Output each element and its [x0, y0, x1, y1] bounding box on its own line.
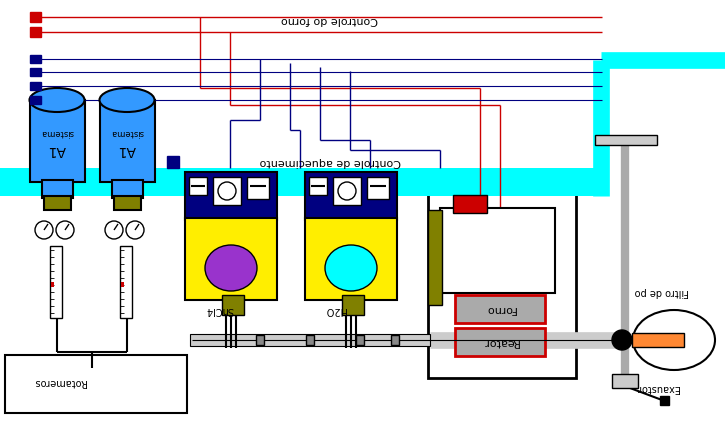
Bar [185, 172, 277, 220]
Circle shape [126, 221, 144, 239]
Bar [309, 177, 327, 195]
Bar [595, 135, 657, 145]
Text: Exaustor: Exaustor [637, 383, 679, 393]
Bar [256, 335, 264, 345]
Bar [305, 218, 397, 300]
Text: Forno: Forno [484, 304, 515, 314]
Bar [305, 172, 397, 220]
Bar [44, 196, 71, 210]
Bar [51, 282, 54, 287]
Circle shape [56, 221, 74, 239]
Ellipse shape [99, 88, 154, 112]
Bar [612, 374, 638, 388]
Bar [453, 195, 487, 213]
Bar [190, 334, 430, 346]
Bar [30, 12, 41, 22]
Bar [42, 180, 73, 198]
Bar [213, 177, 241, 205]
Bar [660, 396, 669, 405]
Bar [333, 177, 361, 205]
Text: sistema: sistema [41, 127, 73, 136]
Circle shape [612, 330, 632, 350]
Ellipse shape [205, 245, 257, 291]
Bar [185, 218, 277, 300]
Bar [428, 193, 576, 378]
Ellipse shape [30, 88, 85, 112]
Bar [30, 55, 41, 63]
Bar [189, 177, 207, 195]
Bar [100, 100, 155, 182]
Bar [455, 295, 545, 323]
Bar [632, 333, 684, 347]
Bar [167, 156, 179, 168]
Ellipse shape [325, 245, 377, 291]
Bar [50, 246, 62, 318]
Bar [30, 82, 41, 90]
Bar [428, 210, 442, 305]
Text: SnCl4: SnCl4 [205, 305, 233, 315]
Bar [391, 335, 399, 345]
Bar [30, 96, 41, 104]
Bar [247, 177, 269, 199]
Bar [30, 27, 41, 37]
Bar [222, 295, 244, 315]
Bar [121, 282, 124, 287]
Text: H2O: H2O [325, 305, 347, 315]
Bar [455, 328, 545, 356]
Text: sistema: sistema [110, 127, 144, 136]
Circle shape [338, 182, 356, 200]
Bar [112, 180, 143, 198]
Ellipse shape [633, 310, 715, 370]
Bar [120, 246, 132, 318]
Bar [367, 177, 389, 199]
Bar [356, 335, 364, 345]
Text: A1: A1 [117, 143, 136, 157]
Text: Reator: Reator [481, 337, 518, 347]
Circle shape [218, 182, 236, 200]
Text: Controle do forno: Controle do forno [281, 15, 378, 25]
Circle shape [35, 221, 53, 239]
Bar [30, 100, 85, 182]
Bar [306, 335, 314, 345]
Bar [440, 208, 555, 293]
Bar [30, 68, 41, 76]
Bar [342, 295, 364, 315]
Text: Controle de aquecimento: Controle de aquecimento [260, 157, 401, 167]
Bar [114, 196, 141, 210]
Bar [5, 355, 187, 413]
Text: Rotameros: Rotameros [34, 377, 86, 387]
Text: Filtro de po: Filtro de po [635, 287, 689, 297]
Circle shape [105, 221, 123, 239]
Text: A1: A1 [48, 143, 66, 157]
Bar [0, 168, 602, 196]
